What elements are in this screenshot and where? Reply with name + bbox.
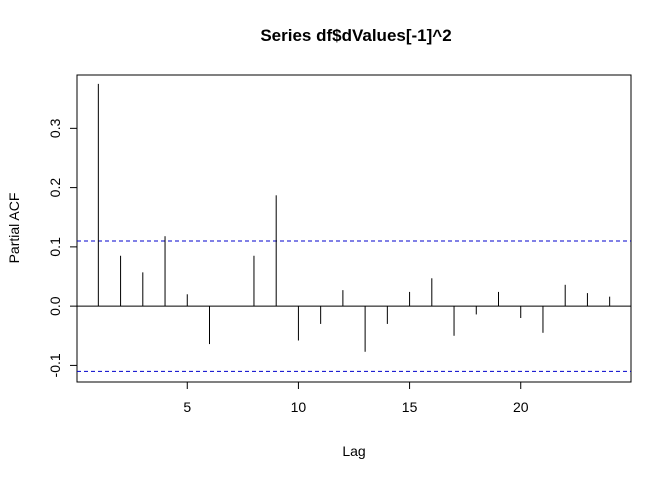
x-tick-label: 15 (402, 399, 418, 415)
y-tick-label: -0.1 (47, 353, 63, 377)
y-tick-label: 0.1 (47, 237, 63, 257)
x-tick-label: 5 (183, 399, 191, 415)
y-tick-label: 0.2 (47, 178, 63, 198)
y-tick-label: 0.0 (47, 296, 63, 316)
chart-title: Series df$dValues[-1]^2 (260, 26, 451, 45)
x-tick-label: 20 (513, 399, 529, 415)
x-tick-label: 10 (291, 399, 307, 415)
y-axis-label: Partial ACF (6, 193, 22, 264)
x-axis: 5 10 15 20 (183, 381, 529, 415)
y-axis: -0.1 0.0 0.1 0.2 0.3 (47, 118, 78, 377)
x-axis-label: Lag (342, 443, 365, 459)
pacf-bars (77, 83, 631, 372)
plot-frame (76, 74, 632, 383)
y-tick-label: 0.3 (47, 118, 63, 138)
